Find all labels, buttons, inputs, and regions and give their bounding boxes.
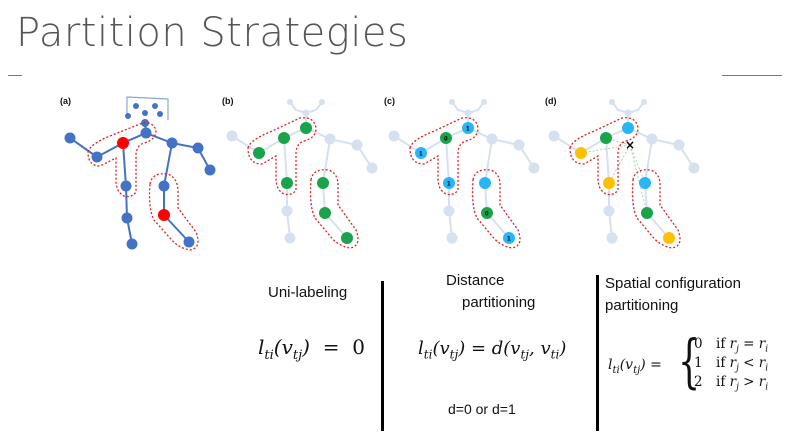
faded-nodes-d <box>548 99 700 244</box>
panel-label-a: (a) <box>60 96 71 106</box>
distance-heading-line-2: partitioning <box>462 294 536 311</box>
partition-nodes-b <box>253 122 353 244</box>
case-row: 2 if rj > ri <box>694 373 804 393</box>
spatial-nodes-d <box>575 122 675 244</box>
case-condition: if rj = ri <box>716 336 769 355</box>
case-condition: if rj < ri <box>716 355 769 374</box>
skeleton-bones-b <box>231 101 373 239</box>
spatial-heading-line-2: partitioning <box>605 297 679 314</box>
cases-rows: 0 if rj = ri 1 if rj < ri 2 if rj > ri <box>694 335 804 393</box>
panel-label-d: (d) <box>545 96 557 106</box>
node-number: 1 <box>466 126 470 133</box>
case-row: 1 if rj < ri <box>694 354 804 374</box>
panel-d: (d) × <box>545 96 700 249</box>
panel-c: (c) 0 1 1 1 0 1 <box>384 96 540 249</box>
skeleton-nodes-a <box>64 119 216 250</box>
panel-label-c: (c) <box>384 96 395 106</box>
partition-outline-c <box>409 117 521 249</box>
node-numbers-c: 0 1 1 1 0 1 <box>419 126 511 243</box>
spatial-formula-lhs: lti(vtj) = <box>608 357 662 376</box>
faded-nodes-b <box>226 99 378 244</box>
node-number: 0 <box>444 136 448 143</box>
panel-b: (b) <box>222 96 378 249</box>
faded-nodes-c <box>388 99 540 244</box>
cases-brace: { <box>678 327 701 395</box>
case-row: 0 if rj = ri <box>694 335 804 355</box>
distance-note: d=0 or d=1 <box>448 401 516 417</box>
case-value: 0 <box>694 336 703 352</box>
spatial-partitioning-heading: Spatial configuration partitioning <box>605 273 741 317</box>
slide-title: Partition Strategies <box>16 10 409 56</box>
partition-outline-b <box>247 117 359 249</box>
head-frame <box>126 96 169 120</box>
divider-1 <box>381 281 384 431</box>
skeleton-bones-a <box>69 122 211 245</box>
distance-nodes-c <box>415 122 515 244</box>
partition-outline-a <box>87 122 199 251</box>
skeleton-bones-c <box>393 101 535 239</box>
spatial-heading-line-1: Spatial configuration <box>605 275 741 292</box>
panel-a: (a) <box>60 96 216 251</box>
center-links-d <box>580 137 648 214</box>
title-rule-right <box>722 75 782 76</box>
case-value: 2 <box>694 374 703 390</box>
distance-heading-line-1: Distance <box>446 272 505 289</box>
head-dots <box>125 103 163 119</box>
node-number: 1 <box>447 181 451 188</box>
uni-labeling-heading: Uni-labeling <box>268 284 348 301</box>
case-condition: if rj > ri <box>716 374 769 393</box>
node-number: 0 <box>485 211 489 218</box>
skeleton-bones-d <box>553 101 695 239</box>
distance-formula: lti(vtj) = d(vtj, vti) <box>418 338 567 362</box>
gravity-center-marker: × <box>625 138 635 152</box>
divider-2 <box>596 275 599 431</box>
panel-label-b: (b) <box>222 96 234 106</box>
uni-labeling-formula: lti(vtj) = 0 <box>258 335 365 363</box>
skeleton-figure: (a) <box>60 96 700 251</box>
distance-partitioning-heading: Distance partitioning <box>446 270 535 314</box>
node-number: 1 <box>419 151 423 158</box>
node-number: 1 <box>507 236 511 243</box>
case-value: 1 <box>694 355 703 371</box>
title-rule-left <box>8 75 22 76</box>
